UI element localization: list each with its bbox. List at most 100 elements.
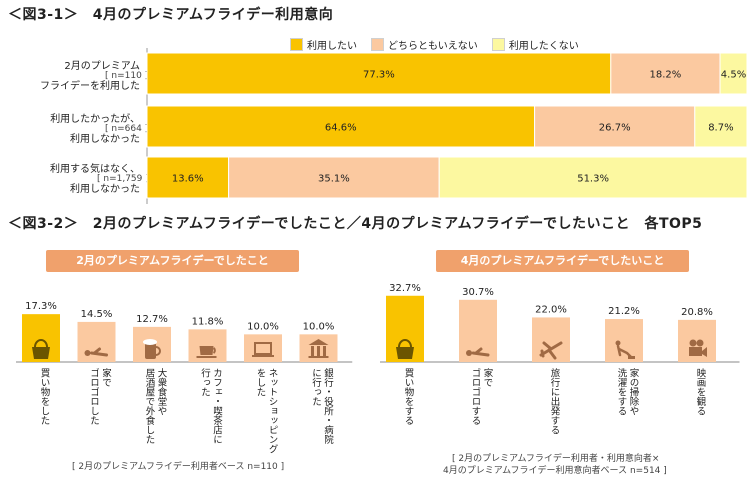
fig1-title: ＜図3-1＞ 4月のプレミアムフライデー利用意向 xyxy=(8,7,334,23)
fig2-value-left-6: 10.0% xyxy=(303,321,335,332)
fig2-top5-bar-charts: 17.3%買い物をした14.5%家でゴロゴロした12.7%大衆食堂や居酒屋で外食… xyxy=(16,283,740,454)
bank-icon-pillar xyxy=(311,346,314,356)
beer-mug-icon-body xyxy=(145,343,156,359)
fig2-value-right-5: 20.8% xyxy=(681,307,713,318)
movie-camera-icon-body xyxy=(689,347,702,356)
laptop-icon-base xyxy=(252,355,274,357)
fig1-label-r2-s2: 26.7% xyxy=(599,123,631,134)
airplane-icon-shape xyxy=(539,341,563,360)
movie-camera-icon-reel1 xyxy=(689,339,697,347)
fig2-value-left-5: 10.0% xyxy=(247,321,279,332)
bag-icon-handle xyxy=(398,339,412,348)
fig2-category-right-3-line1: 旅行に出発する xyxy=(549,367,561,434)
row1-label: 2月のプレミアム フライデーを利用した xyxy=(0,57,140,97)
lying-person-icon-head xyxy=(84,350,91,356)
fig1-label-r3-s3: 51.3% xyxy=(577,174,609,185)
fig1-label-r1-s3: 4.5% xyxy=(721,70,746,81)
row3-label-line2: 利用しなかった xyxy=(70,184,140,195)
fig2-value-right-3: 22.0% xyxy=(535,304,567,315)
fig2-category-left-3-line1: 大衆食堂や xyxy=(156,367,168,415)
lying-person-icon xyxy=(84,347,108,357)
movie-camera-icon-reel2 xyxy=(696,339,704,347)
laptop-icon-screen xyxy=(254,342,272,355)
lying-person-icon-body xyxy=(471,347,490,357)
movie-camera-icon xyxy=(689,339,707,357)
fig2-value-right-1: 32.7% xyxy=(389,283,421,294)
row3-n: [ n=1,759 ] xyxy=(97,174,149,184)
row2-label-line2: 利用しなかった xyxy=(70,134,140,145)
fig2-category-left-6-line1: 銀行・役所・病院 xyxy=(322,367,334,445)
fig1-label-r2-s3: 8.7% xyxy=(708,123,733,134)
fig1-bar-r3-s1 xyxy=(146,156,230,199)
fig2-value-left-2: 14.5% xyxy=(81,309,113,320)
row2-n: [ n=664 ] xyxy=(105,124,149,134)
right-chart-base-note-2: 4月のプレミアムフライデー利用意向者ベース n=514 ] xyxy=(443,466,667,476)
coffee-cup-icon-handle xyxy=(212,347,216,354)
fig2-value-left-4: 11.8% xyxy=(192,316,224,327)
fig2-category-right-4-line2: 洗濯をする xyxy=(616,367,628,415)
beer-mug-icon-handle xyxy=(155,346,161,356)
fig2-category-left-3-line2: 居酒屋で外食した xyxy=(144,368,156,444)
fig2-bar-right-4 xyxy=(605,319,643,362)
fig2-category-right-4-line1: 家の掃除や xyxy=(628,367,640,415)
bag-icon xyxy=(396,339,414,359)
legend-yes-label: 利用したい xyxy=(307,41,357,52)
bank-icon-pillar xyxy=(323,346,326,356)
row3-label-line1: 利用する気はなく、 xyxy=(50,164,140,175)
beer-mug-icon-foam xyxy=(143,339,157,345)
legend-swatch-no xyxy=(491,38,505,51)
left-chart-header: 2月のプレミアムフライデーでしたこと xyxy=(46,250,299,272)
row1-n: [ n=110 ] xyxy=(105,71,149,81)
fig1-bar-r3-s3 xyxy=(438,156,748,199)
fig1-label-r2-s1: 64.6% xyxy=(325,123,357,134)
row3-label: 利用する気はなく、 利用しなかった xyxy=(0,160,140,200)
fig2-category-left-2-line1: 家で xyxy=(100,367,112,387)
coffee-cup-icon-cup xyxy=(199,346,214,355)
fig2-category-right-5-line1: 映画を観る xyxy=(695,367,707,415)
row1-label-line2: フライデーを利用した xyxy=(40,81,140,92)
movie-camera-icon-lens xyxy=(702,347,707,357)
bag-icon-body xyxy=(396,347,414,359)
legend-swatch-neutral xyxy=(371,38,384,51)
beer-mug-icon xyxy=(143,339,161,359)
airplane-icon xyxy=(539,341,563,360)
lying-person-icon-head xyxy=(466,350,472,356)
bank-icon-roof xyxy=(308,339,329,345)
fig2-category-left-5-line1: ネットショッピング xyxy=(267,368,279,454)
bank-icon-pillar xyxy=(317,346,320,356)
coffee-cup-icon-saucer xyxy=(196,356,217,358)
fig2-value-right-2: 30.7% xyxy=(462,287,494,298)
vacuum-cleaner-icon-head xyxy=(615,340,621,346)
fig1-bar-r1-s2 xyxy=(610,52,721,95)
fig2-category-left-4-line1: カフェ・喫茶店に xyxy=(211,368,223,444)
right-chart-base-note-1: [ 2月のプレミアムフライデー利用者・利用意向者× xyxy=(452,454,660,464)
vacuum-cleaner-icon-nozzle xyxy=(628,356,635,359)
row1-label-line1: 2月のプレミアム xyxy=(64,61,140,72)
fig2-category-right-2-line2: ゴロゴロする xyxy=(470,367,482,425)
fig1-bar-r1-s1 xyxy=(146,52,612,95)
lying-person-icon-body xyxy=(90,347,108,357)
bank-icon-base xyxy=(308,356,329,358)
row2-label: 利用したかったが、 利用しなかった xyxy=(0,110,140,150)
fig1-label-r3-s1: 13.6% xyxy=(172,174,204,185)
bag-icon-handle xyxy=(34,339,48,348)
fig2-bar-right-3 xyxy=(532,317,570,362)
fig1-bar-r1-s3 xyxy=(719,52,748,95)
vacuum-cleaner-icon xyxy=(615,340,635,359)
laptop-icon xyxy=(252,342,274,357)
coffee-cup-icon xyxy=(196,346,217,358)
fig2-title: ＜図3-2＞ 2月のプレミアムフライデーでしたこと／4月のプレミアムフライデーで… xyxy=(8,216,703,232)
fig1-stacked-bar-chart: 77.3% 18.2% 4.5% 64.6% 26.7% 8.7% 13.6% 35.1% 51… xyxy=(146,48,748,204)
left-chart-base-note: [ 2月のプレミアムフライデー利用者ベース n=110 ] xyxy=(72,462,285,472)
legend-swatch-yes xyxy=(290,38,303,51)
bag-icon xyxy=(32,339,50,359)
fig2-category-right-1-line1: 買い物をする xyxy=(403,368,415,425)
fig2-value-left-3: 12.7% xyxy=(136,314,168,325)
fig1-bar-r2-s1 xyxy=(146,105,536,148)
bag-icon-body xyxy=(32,347,50,359)
fig2-category-left-6-line2: に行った xyxy=(310,368,322,406)
right-chart-header: 4月のプレミアムフライデーでしたいこと xyxy=(436,250,689,272)
legend-no-label: 利用したくない xyxy=(508,41,579,52)
